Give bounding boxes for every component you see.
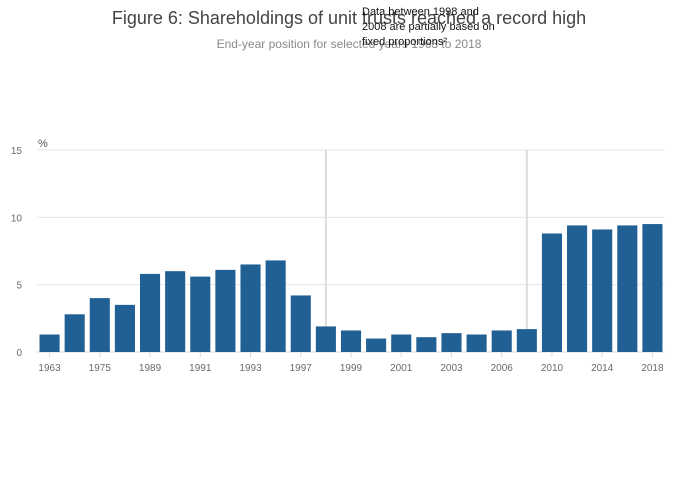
y-axis-unit-label: % bbox=[38, 138, 48, 150]
bar-1990[interactable] bbox=[165, 271, 186, 352]
bar-2008[interactable] bbox=[516, 329, 537, 352]
bar-1969[interactable] bbox=[64, 314, 85, 352]
y-tick-label: 5 bbox=[16, 281, 22, 292]
x-tick-label: 1975 bbox=[89, 363, 112, 374]
chart-subtitle: End-year position for selected years 196… bbox=[217, 37, 482, 51]
bar-1993[interactable] bbox=[240, 264, 261, 352]
bar-2002[interactable] bbox=[416, 337, 437, 352]
bar-2016[interactable] bbox=[617, 225, 638, 352]
x-tick-label: 2010 bbox=[541, 363, 564, 374]
x-tick-label: 1963 bbox=[38, 363, 61, 374]
annotation-line: fixed proportions² bbox=[362, 36, 447, 48]
bar-1963[interactable] bbox=[39, 334, 60, 352]
x-tick-label: 1991 bbox=[189, 363, 212, 374]
bar-2001[interactable] bbox=[391, 334, 412, 352]
bar-1981[interactable] bbox=[114, 304, 135, 352]
bar-2014[interactable] bbox=[592, 229, 613, 352]
bar-1999[interactable] bbox=[340, 330, 362, 352]
bar-1991[interactable] bbox=[190, 276, 211, 352]
bar-1989[interactable] bbox=[139, 273, 161, 352]
y-tick-label: 10 bbox=[11, 213, 23, 224]
x-tick-label: 2003 bbox=[440, 363, 463, 374]
bar-2018[interactable] bbox=[642, 224, 663, 352]
annotation-line: 2008 are partially based on bbox=[362, 21, 495, 33]
x-tick-label: 2018 bbox=[641, 363, 664, 374]
x-tick-label: 1999 bbox=[340, 363, 363, 374]
x-tick-label: 2001 bbox=[390, 363, 413, 374]
bar-2003[interactable] bbox=[441, 333, 462, 352]
y-tick-label: 15 bbox=[11, 146, 23, 157]
bar-2012[interactable] bbox=[567, 225, 588, 352]
bar-1997[interactable] bbox=[290, 295, 311, 352]
bar-1992[interactable] bbox=[215, 269, 236, 352]
bar-1998[interactable] bbox=[315, 326, 336, 352]
x-tick-label: 1993 bbox=[239, 363, 262, 374]
x-tick-label: 2006 bbox=[491, 363, 514, 374]
chart-title: Figure 6: Shareholdings of unit trusts r… bbox=[112, 8, 586, 28]
x-tick-label: 1989 bbox=[139, 363, 162, 374]
bar-2006[interactable] bbox=[491, 330, 512, 352]
bar-1994[interactable] bbox=[265, 260, 286, 352]
bar-2010[interactable] bbox=[541, 233, 563, 352]
bar-2000[interactable] bbox=[366, 338, 387, 352]
bar-2004[interactable] bbox=[466, 334, 487, 352]
x-tick-label: 2014 bbox=[591, 363, 614, 374]
y-tick-label: 0 bbox=[16, 348, 22, 359]
annotation-line: Data between 1998 and bbox=[362, 6, 479, 18]
x-tick-label: 1997 bbox=[290, 363, 313, 374]
bar-1975[interactable] bbox=[89, 298, 110, 352]
